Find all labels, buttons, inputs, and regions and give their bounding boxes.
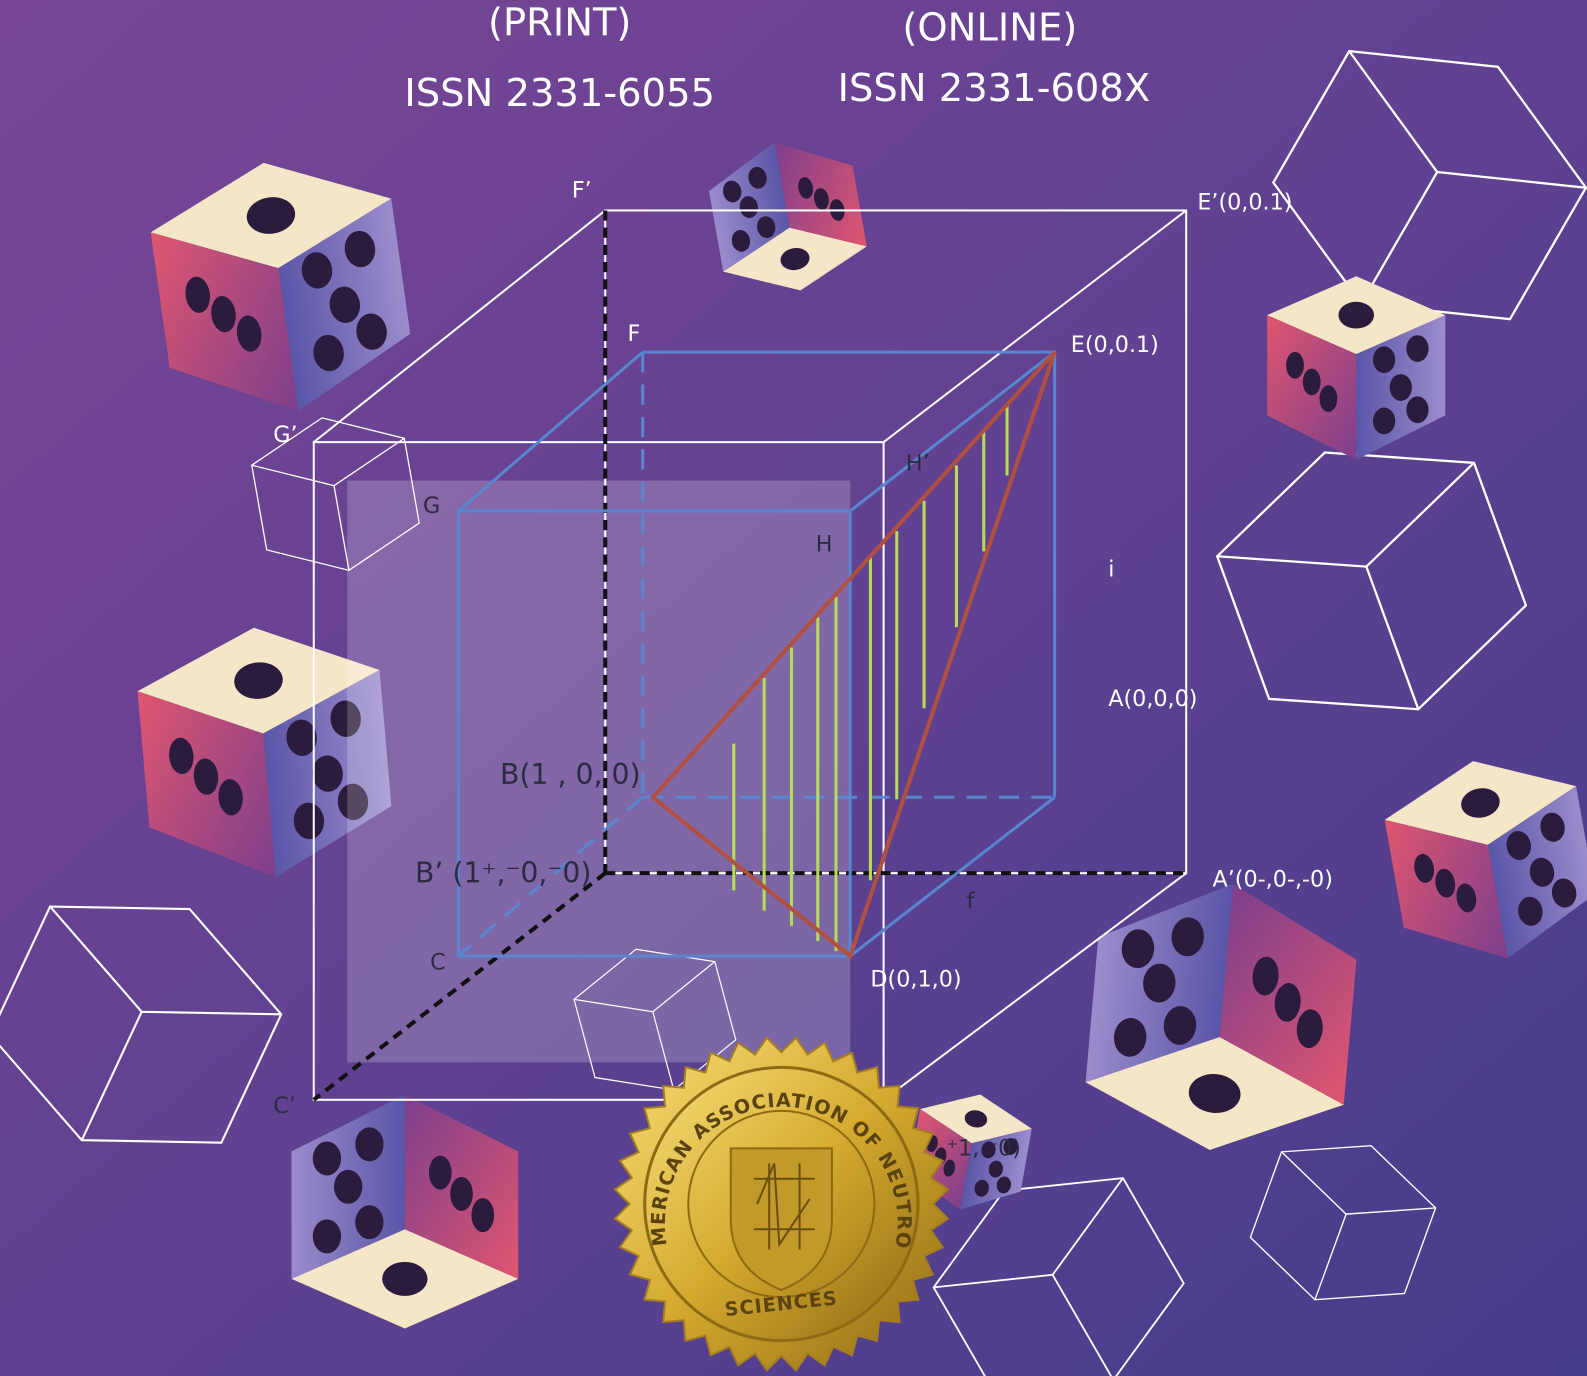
point-label: F xyxy=(628,321,641,347)
point-label: D(0,1,0) xyxy=(870,966,961,992)
point-label: E’(0,0.1) xyxy=(1197,189,1292,215)
point-label: G’ xyxy=(273,422,297,448)
point-label: G xyxy=(423,493,440,519)
point-label: H xyxy=(816,531,833,557)
diagram-labels: F’ E’(0,0.1) F E(0,0.1) G’ G H’ Hi A(0,0,0) B(1 ,… xyxy=(273,177,1333,1161)
cube-diagram xyxy=(312,209,1188,1102)
point-label: f xyxy=(967,889,976,915)
point-label: E(0,0.1) xyxy=(1071,332,1159,358)
point-label: B(1 , 0, 0) xyxy=(500,758,641,791)
point-label: H’ xyxy=(906,450,930,476)
point-label: i xyxy=(1108,557,1114,583)
print-label: (PRINT) xyxy=(488,0,631,45)
point-label: ⁺1, ⁻0) xyxy=(946,1135,1021,1161)
point-label: B’ (1⁺,⁻0,⁻0) xyxy=(415,856,592,889)
point-label: A(0,0,0) xyxy=(1108,686,1197,712)
point-label: C’ xyxy=(273,1093,296,1119)
point-label: A’(0-,0-,-0) xyxy=(1213,866,1333,892)
print-issn: ISSN 2331-6055 xyxy=(404,71,715,116)
point-label: C xyxy=(430,949,446,975)
online-issn: ISSN 2331-608X xyxy=(838,66,1151,111)
point-label: F’ xyxy=(572,177,592,203)
online-label: (ONLINE) xyxy=(902,5,1077,50)
